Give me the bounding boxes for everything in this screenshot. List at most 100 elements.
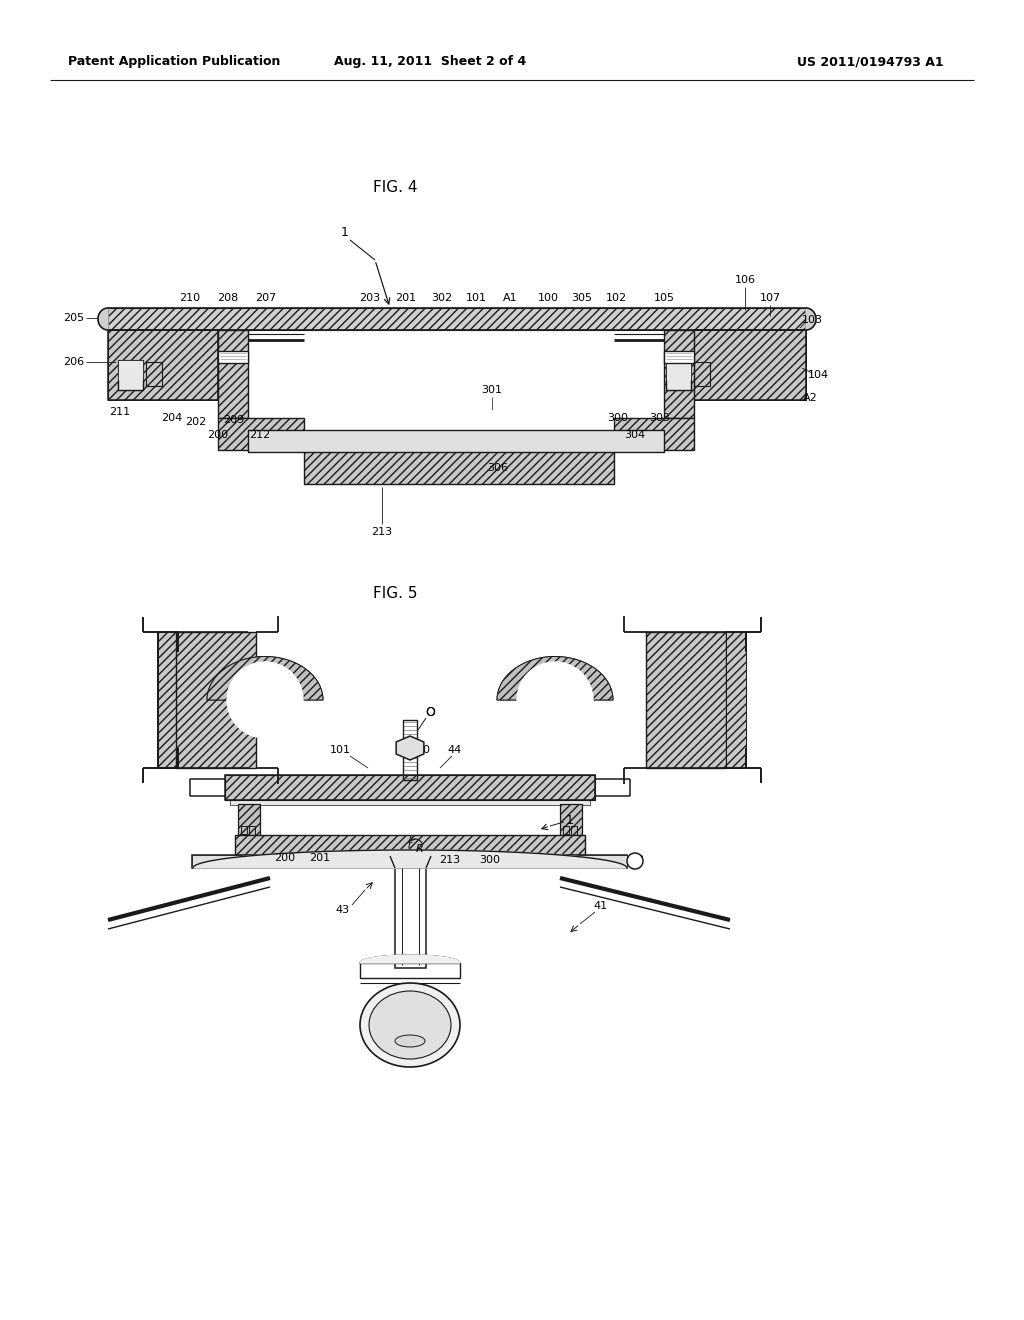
Ellipse shape — [369, 991, 451, 1059]
Bar — [238, 804, 260, 838]
Text: FIG. 5: FIG. 5 — [373, 586, 417, 602]
Polygon shape — [207, 656, 323, 700]
Text: Aug. 11, 2011  Sheet 2 of 4: Aug. 11, 2011 Sheet 2 of 4 — [334, 55, 526, 69]
Polygon shape — [497, 656, 613, 700]
Text: O: O — [425, 705, 435, 718]
Text: 104: 104 — [808, 370, 828, 380]
Text: 204: 204 — [162, 413, 182, 422]
Bar — [304, 450, 614, 484]
Text: 200: 200 — [274, 853, 296, 863]
Bar — [664, 351, 694, 363]
Text: 103: 103 — [802, 315, 822, 325]
Text: 201: 201 — [395, 293, 417, 304]
Text: Patent Application Publication: Patent Application Publication — [68, 55, 281, 69]
Text: O: O — [425, 705, 435, 718]
Bar — [614, 418, 694, 450]
Text: 300: 300 — [607, 413, 629, 422]
Bar — [666, 360, 691, 389]
Bar — [403, 719, 417, 780]
Text: 205: 205 — [62, 313, 84, 323]
Text: 201: 201 — [309, 853, 331, 863]
Bar — [694, 330, 806, 400]
Polygon shape — [193, 850, 627, 869]
Text: r: r — [408, 840, 412, 850]
Text: A1: A1 — [503, 293, 517, 304]
Text: 105: 105 — [653, 293, 675, 304]
Text: 208: 208 — [217, 293, 239, 304]
Text: 1: 1 — [341, 226, 349, 239]
Bar — [234, 836, 585, 855]
Polygon shape — [497, 656, 613, 700]
Polygon shape — [98, 308, 108, 330]
Text: 101: 101 — [330, 744, 350, 755]
Bar — [563, 826, 569, 834]
Text: 42: 42 — [631, 855, 645, 865]
Circle shape — [227, 663, 303, 738]
Text: R: R — [416, 843, 424, 854]
Bar — [218, 418, 304, 450]
Bar — [614, 418, 694, 450]
Text: 305: 305 — [571, 293, 593, 304]
Polygon shape — [806, 308, 816, 330]
Bar — [218, 351, 248, 363]
Text: 100: 100 — [538, 293, 558, 304]
Bar — [248, 430, 664, 451]
Bar — [664, 330, 694, 418]
Bar — [304, 450, 614, 484]
Bar — [234, 836, 585, 855]
Bar — [360, 964, 460, 978]
Bar — [560, 804, 582, 838]
Ellipse shape — [360, 983, 460, 1067]
Text: 300: 300 — [479, 855, 501, 865]
Text: 206: 206 — [62, 356, 84, 367]
Text: 211: 211 — [110, 407, 131, 417]
Text: 200: 200 — [208, 430, 228, 440]
Bar — [241, 826, 247, 834]
Bar — [218, 418, 304, 450]
Text: 41: 41 — [593, 902, 607, 911]
Text: 102: 102 — [605, 293, 627, 304]
Bar — [571, 826, 577, 836]
Bar — [218, 351, 248, 363]
Bar — [230, 800, 590, 805]
Text: 303: 303 — [649, 413, 671, 422]
Bar — [118, 360, 143, 389]
Bar — [726, 632, 746, 768]
Text: 207: 207 — [255, 293, 276, 304]
Text: 106: 106 — [734, 275, 756, 285]
Text: 107: 107 — [760, 293, 780, 304]
Text: 213: 213 — [372, 527, 392, 537]
Bar — [193, 855, 627, 869]
Bar — [646, 632, 726, 768]
Bar — [666, 360, 691, 389]
Text: 212: 212 — [250, 430, 270, 440]
Text: 210: 210 — [179, 293, 201, 304]
Text: 1: 1 — [566, 813, 573, 826]
Bar — [664, 351, 694, 363]
Text: 203: 203 — [359, 293, 381, 304]
Bar — [225, 775, 595, 800]
Bar — [158, 632, 178, 768]
Ellipse shape — [395, 1035, 425, 1047]
Bar — [664, 330, 694, 418]
Bar — [108, 308, 806, 330]
Bar — [218, 330, 248, 418]
Text: 202: 202 — [185, 417, 207, 426]
Text: US 2011/0194793 A1: US 2011/0194793 A1 — [797, 55, 943, 69]
Text: 302: 302 — [431, 293, 453, 304]
Bar — [694, 330, 806, 400]
Bar — [248, 430, 664, 451]
Bar — [395, 869, 426, 968]
Bar — [176, 632, 256, 768]
Bar — [118, 360, 143, 389]
Text: A2: A2 — [803, 393, 817, 403]
Text: 101: 101 — [466, 293, 486, 304]
Bar — [146, 362, 162, 385]
Bar — [646, 632, 726, 768]
Circle shape — [627, 853, 643, 869]
Bar — [108, 330, 218, 400]
Bar — [238, 804, 260, 838]
Bar — [560, 804, 582, 838]
Bar — [193, 855, 627, 869]
Bar — [176, 632, 256, 768]
